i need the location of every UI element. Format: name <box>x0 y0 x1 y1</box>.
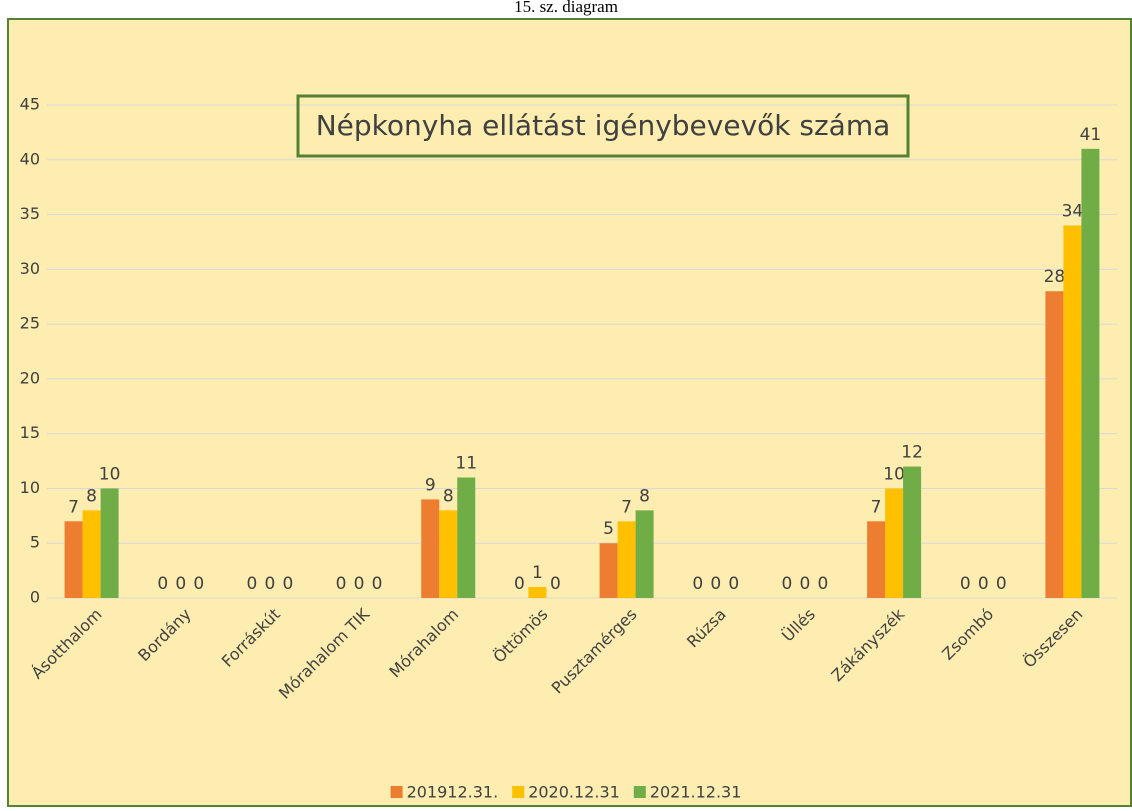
data-label: 7 <box>871 497 882 517</box>
y-tick-label: 40 <box>20 149 40 168</box>
y-tick-label: 15 <box>20 423 40 442</box>
legend: 201912.31. 2020.12.31 2021.12.31 <box>390 783 742 802</box>
data-label: 1 <box>532 563 543 583</box>
bar <box>1045 291 1064 598</box>
data-label: 0 <box>283 574 294 594</box>
data-label: 0 <box>710 574 721 594</box>
data-label: 0 <box>336 574 347 594</box>
legend-label: 2020.12.31 <box>528 783 620 802</box>
legend-label: 2021.12.31 <box>650 783 742 802</box>
bar <box>599 543 618 598</box>
data-label: 10 <box>883 464 905 484</box>
data-label: 34 <box>1062 202 1084 222</box>
bar <box>64 521 83 598</box>
bar <box>457 477 476 598</box>
bar <box>617 521 636 598</box>
legend-swatch <box>633 786 646 798</box>
bar <box>1063 225 1082 598</box>
y-tick-label: 45 <box>20 95 40 114</box>
legend-label: 201912.31. <box>407 783 499 802</box>
data-label: 0 <box>175 574 186 594</box>
data-label: 12 <box>901 443 923 463</box>
data-label: 5 <box>603 519 614 539</box>
y-tick-label: 25 <box>20 314 40 333</box>
data-label: 0 <box>978 574 989 594</box>
y-tick-label: 30 <box>20 259 40 278</box>
legend-item: 2021.12.31 <box>633 783 742 802</box>
y-tick-label: 0 <box>30 588 40 607</box>
data-label: 0 <box>782 574 793 594</box>
chart-area <box>7 18 1132 807</box>
data-label: 10 <box>99 464 121 484</box>
bar <box>421 499 440 598</box>
data-label: 0 <box>818 574 829 594</box>
data-label: 0 <box>247 574 258 594</box>
data-label: 8 <box>443 486 454 506</box>
data-label: 8 <box>86 486 97 506</box>
legend-item: 201912.31. <box>390 783 499 802</box>
data-label: 0 <box>692 574 703 594</box>
data-label: 0 <box>960 574 971 594</box>
data-label: 0 <box>157 574 168 594</box>
data-label: 0 <box>514 574 525 594</box>
data-label: 0 <box>354 574 365 594</box>
data-label: 28 <box>1044 267 1066 287</box>
data-label: 9 <box>425 475 436 495</box>
data-label: 0 <box>550 574 561 594</box>
data-label: 41 <box>1080 125 1102 145</box>
data-label: 7 <box>68 497 79 517</box>
data-label: 0 <box>193 574 204 594</box>
bar <box>439 510 458 598</box>
data-label: 11 <box>455 453 477 473</box>
bar <box>885 488 904 598</box>
caption: 15. sz. diagram <box>514 0 618 16</box>
title-box <box>296 94 910 158</box>
bar <box>1081 148 1100 599</box>
y-tick-label: 5 <box>30 533 40 552</box>
bar <box>903 466 922 598</box>
grid <box>47 104 1117 599</box>
data-label: 0 <box>372 574 383 594</box>
bar <box>867 521 886 598</box>
y-tick-label: 35 <box>20 204 40 223</box>
chart-title: Népkonyha ellátást igénybevevők száma <box>316 109 891 142</box>
legend-item: 2020.12.31 <box>512 783 620 802</box>
data-label: 0 <box>728 574 739 594</box>
data-label: 0 <box>265 574 276 594</box>
y-tick-label: 10 <box>20 478 40 497</box>
bar <box>82 510 101 598</box>
y-tick-label: 20 <box>20 368 40 387</box>
data-label: 8 <box>639 486 650 506</box>
legend-swatch <box>512 786 525 798</box>
data-label: 7 <box>621 497 632 517</box>
legend-swatch <box>390 786 403 798</box>
bar <box>635 510 654 598</box>
bar <box>528 587 547 598</box>
data-label: 0 <box>996 574 1007 594</box>
data-label: 0 <box>800 574 811 594</box>
bar <box>100 488 119 598</box>
